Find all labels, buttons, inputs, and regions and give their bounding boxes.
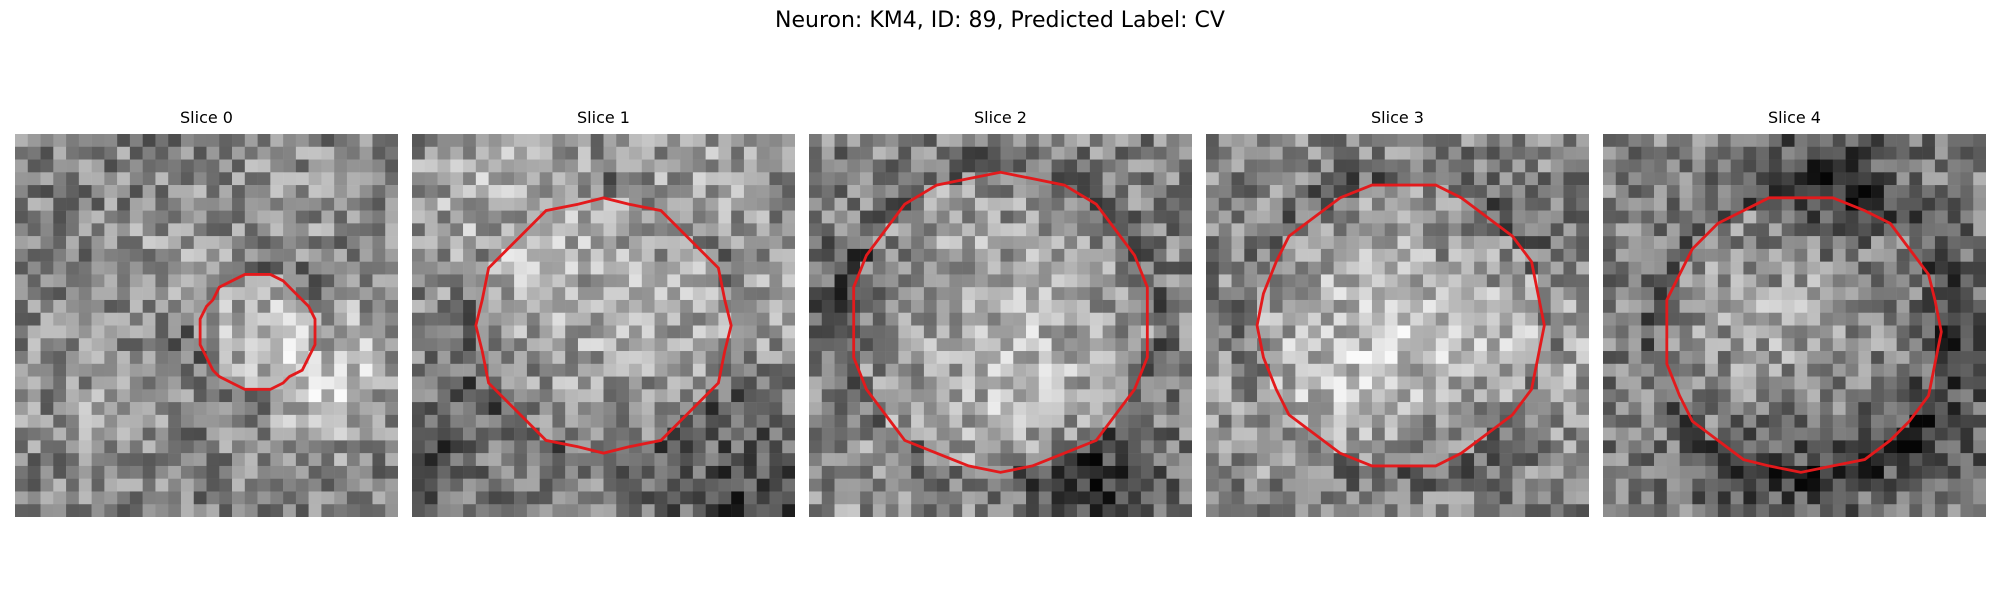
slice-panel-0: Slice 0 <box>15 108 398 517</box>
slice-title-4: Slice 4 <box>1768 108 1821 127</box>
slice-title-0: Slice 0 <box>180 108 233 127</box>
pixel-grid <box>809 134 1192 517</box>
roi-contour <box>1665 196 1943 474</box>
roi-contour <box>474 196 733 455</box>
slice-panel-3: Slice 3 <box>1206 108 1589 517</box>
pixel-grid <box>412 134 795 517</box>
slice-title-3: Slice 3 <box>1371 108 1424 127</box>
slice-panel-2: Slice 2 <box>809 108 1192 517</box>
slice-image-2 <box>809 134 1192 517</box>
figure-title: Neuron: KM4, ID: 89, Predicted Label: CV <box>775 8 1225 33</box>
roi-contour <box>852 170 1149 474</box>
pixel-grid <box>1603 134 1986 517</box>
slice-title-1: Slice 1 <box>577 108 630 127</box>
slice-panel-1: Slice 1 <box>412 108 795 517</box>
pixel-grid <box>1206 134 1589 517</box>
slice-image-3 <box>1206 134 1589 517</box>
slice-image-0 <box>15 134 398 517</box>
slice-image-1 <box>412 134 795 517</box>
slice-image-4 <box>1603 134 1986 517</box>
slice-title-2: Slice 2 <box>974 108 1027 127</box>
roi-contour <box>198 273 317 391</box>
roi-contour <box>1255 183 1546 468</box>
pixel-grid <box>15 134 398 517</box>
slice-panel-4: Slice 4 <box>1603 108 1986 517</box>
